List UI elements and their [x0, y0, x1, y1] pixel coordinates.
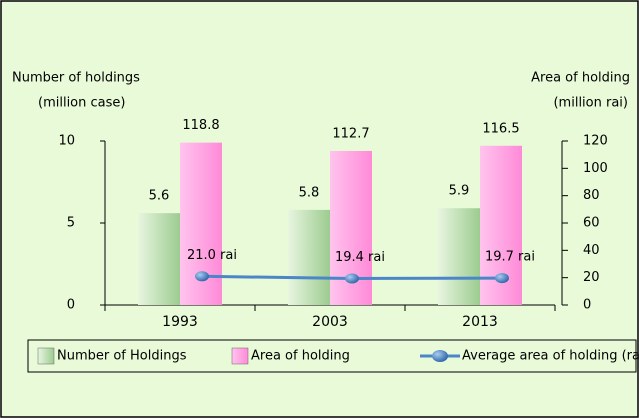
bar-label: 5.6 — [149, 189, 170, 204]
y2-tick-label: 20 — [583, 270, 600, 285]
y2-tick-label: 0 — [583, 298, 591, 313]
bar — [288, 209, 330, 305]
y2-tick-label: 60 — [583, 216, 600, 231]
x-tick-label: 2003 — [312, 314, 348, 330]
y-tick-label: 0 — [67, 298, 75, 313]
bar-label: 116.5 — [482, 121, 519, 136]
y-tick-label: 5 — [67, 216, 75, 231]
legend-label: Average area of holding (rai) — [462, 349, 639, 364]
legend-label: Area of holding — [251, 349, 350, 364]
y-axis-title: Number of holdings — [12, 71, 140, 86]
legend-swatch — [37, 347, 55, 365]
bar-label: 5.8 — [299, 185, 320, 200]
line-marker — [495, 273, 509, 284]
y-tick-label: 10 — [58, 134, 75, 149]
y2-tick-label: 100 — [583, 161, 608, 176]
bar — [138, 213, 180, 305]
line-marker — [195, 271, 209, 282]
bar-label: 5.9 — [449, 184, 470, 199]
line-marker — [345, 273, 359, 284]
bar — [438, 208, 480, 305]
x-tick-label: 1993 — [162, 314, 198, 330]
x-tick-label: 2013 — [462, 314, 498, 330]
line-label: 19.4 rai — [335, 250, 385, 265]
legend-label: Number of Holdings — [57, 349, 187, 364]
y2-tick-label: 120 — [583, 134, 608, 149]
bar-label: 112.7 — [332, 126, 369, 141]
y-axis-title: (million case) — [38, 96, 125, 111]
y2-tick-label: 80 — [583, 188, 600, 203]
y2-axis-title: (million rai) — [553, 96, 628, 111]
legend — [27, 339, 637, 373]
legend-swatch — [231, 347, 249, 365]
y2-axis-title: Area of holding — [531, 71, 630, 86]
y2-tick-label: 40 — [583, 243, 600, 258]
line-label: 19.7 rai — [485, 250, 535, 265]
bar-label: 118.8 — [182, 118, 219, 133]
legend-marker — [432, 350, 448, 362]
line-label: 21.0 rai — [187, 248, 237, 263]
